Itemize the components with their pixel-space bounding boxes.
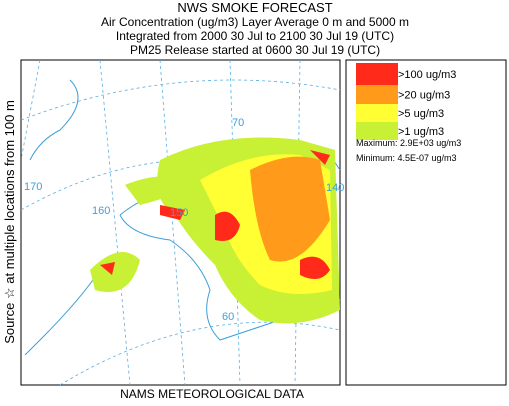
legend-swatch [356,63,398,85]
graticule-label: 140 [326,182,344,194]
graticule [20,79,341,121]
legend-swatch [356,85,398,104]
minimum: Minimum: 4.5E-07 ug/m3 [356,153,457,163]
footer: NAMS METEOROLOGICAL DATA [120,387,304,401]
subtitle: Integrated from 2000 30 Jul to 2100 30 J… [116,29,394,43]
graticule-label: 70 [232,117,244,129]
smoke-area [90,252,140,292]
legend: >100 ug/m3 >20 ug/m3 >5 ug/m3 >1 ug/m3 [345,59,507,386]
graticule-label: 60 [222,311,234,323]
legend-label: >1 ug/m3 [398,126,444,138]
smoke-area [100,262,115,275]
side-label: Source ☆ at multiple locations from 100 … [2,100,17,344]
maximum: Maximum: 2.9E+03 ug/m3 [356,138,461,148]
smoke-area [125,176,200,205]
graticule [20,59,301,386]
legend-label: >100 ug/m3 [398,69,456,81]
legend-label: >20 ug/m3 [398,90,450,102]
graticule-label: 160 [92,205,110,217]
legend-swatch [356,122,398,140]
graticule-label: 150 [170,207,188,219]
title: NWS SMOKE FORECAST [177,0,332,15]
subtitle: Air Concentration (ug/m3) Layer Average … [101,15,409,29]
map: 70 170 160 150 140 60 [20,59,344,386]
smoke-area [215,150,330,279]
smoke-area [160,205,185,220]
legend-label: >5 ug/m3 [398,108,444,120]
smoke-area [250,156,330,262]
graticule [59,321,341,386]
subtitle: PM25 Release started at 0600 30 Jul 19 (… [130,43,380,57]
graticule-label: 170 [24,181,42,193]
legend-swatch [356,104,398,122]
